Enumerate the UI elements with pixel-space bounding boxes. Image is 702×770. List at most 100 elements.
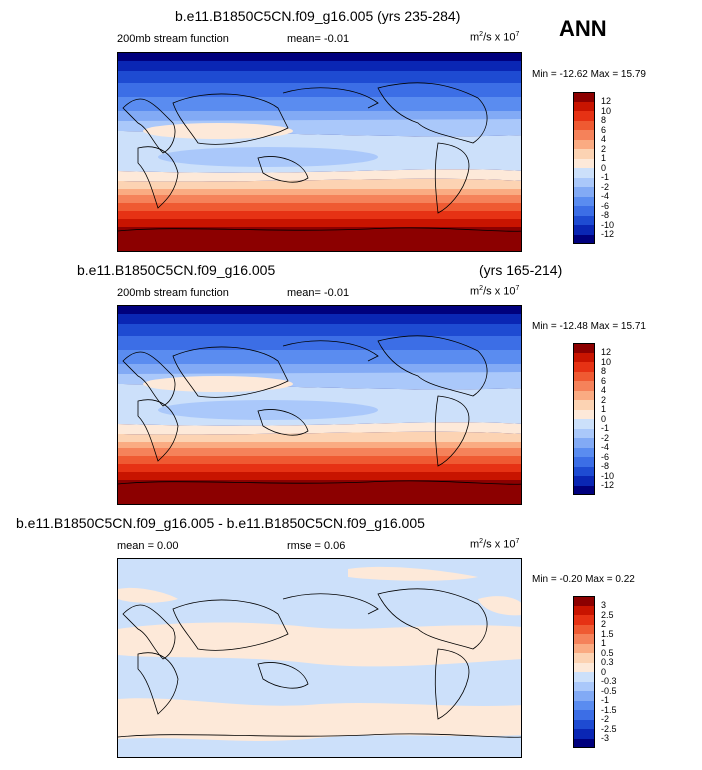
colorbar-box [573,362,595,372]
colorbar-label: -10 [601,470,615,481]
colorbar-box [573,457,595,467]
colorbar-box [573,653,595,663]
colorbar-label: -1 [601,423,610,433]
colorbar-label: 6 [601,124,607,135]
colorbar-label: 2.5 [601,609,614,620]
colorbar-label: -4 [601,442,610,452]
colorbar-box [573,681,595,691]
colorbar-label: 0 [601,666,607,677]
colorbar-label: 1.5 [601,628,614,639]
colorbar-label: 0 [601,413,607,424]
panel2-variable-label: 200mb stream function [117,287,229,299]
colorbar-box [573,700,595,710]
colorbar-box [573,215,595,225]
colorbar-box [573,662,595,672]
colorbar-label: -12 [601,229,615,239]
colorbar-box [573,738,595,748]
colorbar-label: -2 [601,432,610,443]
colorbar-box [573,596,595,606]
colorbar-box [573,719,595,729]
colorbar-label: 2 [601,143,607,154]
colorbar-box [573,225,595,235]
colorbar-label: 10 [601,356,612,367]
colorbar-label: 12 [601,347,612,357]
colorbar-box [573,419,595,429]
panel3-title: b.e11.B1850C5CN.f09_g16.005 - b.e11.B185… [16,515,425,531]
colorbar-box [573,352,595,362]
colorbar-label: -1 [601,172,610,182]
colorbar-label: 1 [601,638,607,648]
colorbar-label: -1 [601,695,610,705]
colorbar-box [573,466,595,476]
colorbar-box [573,605,595,615]
colorbar-label: -6 [601,451,610,462]
colorbar-box [573,139,595,149]
colorbar-box [573,158,595,168]
panel3-mean-label: mean = 0.00 [117,540,179,552]
panel3-minmax: Min = -0.20 Max = 0.22 [532,574,635,585]
colorbar-label: -12 [601,480,615,490]
colorbar-box [573,92,595,102]
colorbar-box [573,120,595,130]
season-label: ANN [559,16,607,41]
panel2-title-right: (yrs 165-214) [479,262,563,278]
panel2-mean-label: mean= -0.01 [287,287,350,299]
colorbar-box [573,101,595,111]
colorbar-box [573,187,595,197]
colorbar-label: -0.5 [601,685,617,696]
panel1-minmax: Min = -12.62 Max = 15.79 [532,69,646,80]
panel3-rmse-label: rmse = 0.06 [287,540,346,552]
colorbar-box [573,409,595,419]
panel1-mean-label: mean= -0.01 [287,33,350,45]
colorbar-box [573,168,595,178]
colorbar-box [573,634,595,644]
colorbar-label: 1 [601,404,607,414]
colorbar-label: 6 [601,375,607,386]
colorbar-label: 0.3 [601,657,614,667]
colorbar-box [573,371,595,381]
colorbar-label: 2 [601,619,607,629]
colorbar-label: 1 [601,153,607,163]
colorbar-label: 0.5 [601,647,614,658]
colorbar-label: 10 [601,105,612,116]
colorbar-box [573,691,595,701]
colorbar-box [573,643,595,653]
colorbar-label: -6 [601,200,610,211]
colorbar-label: -1.5 [601,704,617,715]
panel1-title: b.e11.B1850C5CN.f09_g16.005 (yrs 235-284… [175,8,461,24]
colorbar-box [573,177,595,187]
colorbar-box [573,196,595,206]
panel3-units: m2/s x 107 [470,538,520,551]
colorbar-label: -0.3 [601,676,617,686]
colorbar-label: 12 [601,96,612,106]
panel1-variable-label: 200mb stream function [117,33,229,45]
colorbar-box [573,234,595,244]
colorbar-label: 3 [601,600,607,610]
panel1-map [117,52,522,252]
colorbar-box [573,729,595,739]
colorbar-label: 8 [601,366,607,376]
colorbar-box [573,447,595,457]
colorbar-label: -3 [601,733,610,743]
panel3-map [117,558,522,758]
colorbar-box [573,343,595,353]
colorbar-label: -2.5 [601,723,617,734]
colorbar-box [573,111,595,121]
colorbar-box [573,476,595,486]
colorbar-box [573,624,595,634]
colorbar-box [573,485,595,495]
colorbar-label: -2 [601,714,610,724]
panel2-units: m2/s x 107 [470,285,520,298]
colorbar-label: -8 [601,461,610,471]
colorbar-box [573,672,595,682]
panel2-map [117,305,522,505]
colorbar-label: 8 [601,115,607,125]
panel2-minmax: Min = -12.48 Max = 15.71 [532,321,646,332]
colorbar-label: -2 [601,181,610,192]
panel2-title: b.e11.B1850C5CN.f09_g16.005 [77,262,276,278]
colorbar-box [573,381,595,391]
colorbar-box [573,710,595,720]
colorbar-box [573,149,595,159]
colorbar-label: 2 [601,394,607,405]
colorbar-label: -8 [601,210,610,220]
